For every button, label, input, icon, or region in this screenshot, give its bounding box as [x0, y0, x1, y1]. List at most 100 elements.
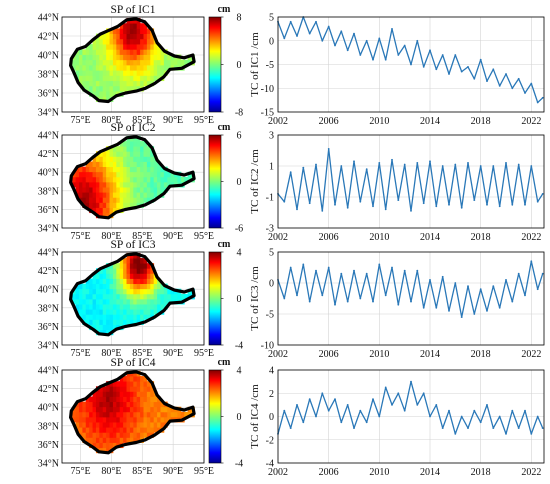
heatmap-cell: [136, 263, 141, 269]
ts-data-point: [353, 427, 355, 429]
heatmap-cell: [129, 166, 134, 173]
heatmap-cell: [123, 23, 127, 29]
heatmap-cell: [143, 44, 148, 50]
heatmap-cell: [123, 64, 127, 71]
heatmap-cell: [72, 298, 76, 305]
heatmap-cell: [78, 293, 83, 300]
heatmap-cell: [112, 304, 117, 310]
heatmap-cell: [82, 432, 87, 438]
colorbar-unit: cm: [218, 4, 231, 15]
heatmap-cell: [109, 151, 114, 157]
heatmap-cell: [146, 416, 151, 423]
heatmap-cell: [102, 437, 107, 443]
heatmap-cell: [85, 64, 90, 71]
heatmap-cell: [106, 96, 110, 102]
heatmap-cell: [153, 304, 158, 310]
heatmap-cell: [102, 80, 107, 87]
heatmap-cell: [133, 416, 138, 423]
map-y-tick-label: 34°N: [38, 341, 59, 352]
ts-data-point: [536, 101, 539, 104]
basin-boundary: [68, 252, 196, 337]
heatmap-cell: [116, 319, 121, 325]
heatmap-cell: [119, 288, 124, 295]
heatmap-cell: [123, 38, 127, 45]
heatmap-cell: [133, 146, 138, 152]
heatmap-cell: [136, 171, 141, 178]
colorbar-tick-label: 0: [237, 412, 242, 423]
heatmap-cell: [92, 437, 97, 443]
ts-data-point: [378, 263, 381, 266]
heatmap-cell: [146, 309, 151, 315]
heatmap-cell: [150, 171, 155, 178]
heatmap-cell: [119, 171, 124, 178]
heatmap-cell: [99, 166, 104, 173]
heatmap-cell: [119, 166, 124, 173]
heatmap-cell: [95, 406, 100, 413]
ts-x-tick-label: 2014: [420, 232, 440, 243]
heatmap-cell: [163, 59, 168, 66]
heatmap-cell: [119, 304, 124, 310]
heatmap-cell: [133, 422, 138, 428]
heatmap-cell: [140, 197, 144, 203]
ts-data-point: [541, 272, 544, 275]
heatmap-cell: [133, 391, 138, 397]
heatmap-cell: [153, 161, 158, 168]
heatmap-cell: [119, 33, 124, 40]
heatmap-cell: [150, 70, 155, 76]
colorbar: [208, 369, 222, 464]
heatmap-cell: [153, 64, 158, 71]
map-y-tick-label: 36°N: [38, 440, 59, 451]
heatmap-cell: [143, 401, 148, 408]
heatmap-cell: [112, 38, 117, 45]
heatmap-cell: [123, 187, 127, 193]
heatmap-cell: [150, 161, 155, 168]
heatmap-cell: [146, 273, 151, 279]
heatmap-cell: [112, 381, 117, 387]
heatmap-cell: [82, 411, 87, 418]
heatmap-cell: [99, 278, 104, 285]
ts-data-point: [384, 58, 387, 61]
heatmap-cell: [102, 192, 107, 198]
heatmap-cell: [95, 75, 100, 82]
heatmap-cell: [109, 146, 114, 152]
heatmap-cell: [99, 212, 104, 219]
heatmap-cell: [143, 181, 148, 188]
heatmap-cell: [89, 49, 93, 55]
ts-series-line: [277, 260, 544, 318]
heatmap-cell: [95, 314, 100, 320]
heatmap-cell: [102, 59, 107, 66]
map-x-tick-label: 75°E: [70, 115, 90, 126]
map-x-tick-label: 90°E: [163, 466, 183, 477]
heatmap-cell: [133, 151, 138, 157]
heatmap-cell: [143, 391, 148, 397]
heatmap-cell: [109, 192, 114, 198]
heatmap-cell: [133, 197, 138, 203]
heatmap-cell: [78, 422, 83, 428]
heatmap-cell: [146, 422, 151, 428]
heatmap-cell: [123, 416, 127, 423]
heatmap-cell: [99, 401, 104, 408]
heatmap-cell: [143, 309, 148, 315]
ts-data-point: [511, 409, 514, 412]
ts-x-tick-label: 2002: [268, 232, 288, 243]
heatmap-cell: [160, 54, 165, 61]
heatmap-cell: [106, 85, 110, 92]
ts-data-point: [479, 421, 482, 424]
heatmap-cell: [167, 59, 172, 66]
heatmap-cell: [106, 212, 110, 219]
heatmap-cell: [72, 176, 76, 183]
heatmap-cell: [116, 293, 121, 300]
heatmap-cell: [99, 309, 104, 315]
heatmap-cell: [146, 187, 151, 193]
heatmap-cell: [163, 181, 168, 188]
heatmap-cell: [109, 202, 114, 208]
heatmap-cell: [129, 283, 134, 290]
heatmap-cell: [92, 391, 97, 397]
heatmap-cell: [136, 278, 141, 285]
heatmap-cell: [89, 416, 93, 423]
heatmap-cell: [140, 309, 144, 315]
heatmap-cell: [157, 411, 161, 418]
heatmap-cell: [116, 59, 121, 66]
ts-data-point: [511, 87, 514, 90]
heatmap-cell: [133, 135, 138, 142]
